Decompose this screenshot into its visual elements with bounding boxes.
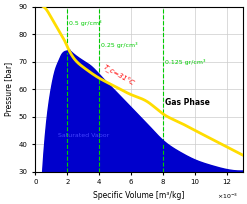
Text: 0.25 gr/cm³: 0.25 gr/cm³ (101, 42, 137, 48)
Polygon shape (43, 51, 243, 172)
X-axis label: Specific Volume [m³/kg]: Specific Volume [m³/kg] (93, 191, 185, 200)
Text: $\times 10^{-3}$: $\times 10^{-3}$ (217, 191, 239, 201)
Text: Saturated Vapor: Saturated Vapor (58, 133, 109, 138)
Y-axis label: Pressure [bar]: Pressure [bar] (4, 62, 13, 116)
Text: 0.5 gr/cm³: 0.5 gr/cm³ (69, 20, 102, 26)
Text: Gas Phase: Gas Phase (165, 98, 209, 107)
Text: T_c=31°C: T_c=31°C (101, 63, 135, 87)
Text: 0.125 gr/cm³: 0.125 gr/cm³ (165, 59, 205, 65)
